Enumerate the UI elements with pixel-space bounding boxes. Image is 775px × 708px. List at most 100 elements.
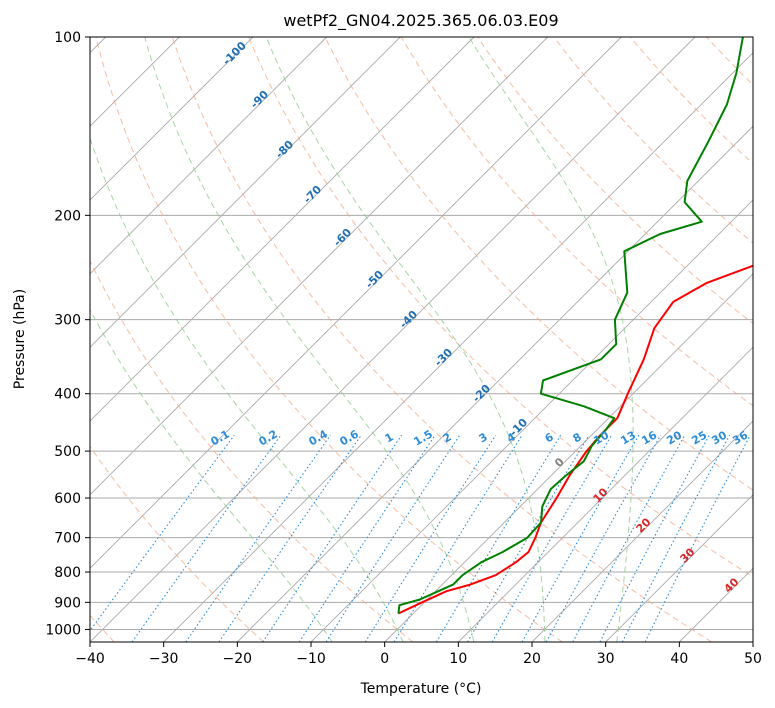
moist-adiabat-label: 30 (678, 545, 698, 565)
mixing-ratio-line (467, 434, 590, 642)
mixing-ratio-label: 25 (689, 429, 709, 448)
isotherm-line (384, 273, 753, 642)
mixing-ratio-label: 20 (664, 428, 684, 447)
mixing-ratio-line (572, 434, 686, 642)
isotherm-label: -90 (248, 88, 271, 111)
dry-adiabat-line (400, 37, 753, 407)
y-tick-label: 1000 (45, 622, 81, 638)
mixing-ratio-line (393, 434, 523, 642)
dry-adiabat-line (477, 37, 753, 325)
moist-adiabat-line (468, 37, 634, 642)
dry-adiabat-line (706, 37, 753, 86)
mixing-ratio-line (435, 434, 562, 642)
mixing-ratio-line (218, 434, 362, 642)
mixing-ratio-line (644, 434, 751, 642)
mixing-ratio-line (491, 434, 613, 642)
isotherm-line (90, 37, 475, 422)
isotherm-line (531, 420, 753, 642)
x-tick-label: 10 (449, 651, 467, 667)
mixing-ratio-label: 8 (571, 430, 584, 445)
x-tick-label: 30 (597, 651, 615, 667)
mixing-ratio-label: 13 (618, 429, 638, 448)
x-tick-label: 50 (744, 651, 762, 667)
isotherm-line (90, 37, 549, 496)
isotherm-line (90, 37, 254, 201)
x-tick-label: −10 (296, 651, 326, 667)
moist-adiabat-label: 40 (722, 575, 742, 595)
y-tick-label: 200 (54, 208, 81, 224)
isotherm-line (90, 37, 401, 348)
mixing-ratio-label: 30 (709, 428, 729, 447)
isotherm-label: -40 (397, 308, 420, 331)
isotherm-line (163, 52, 753, 642)
dry-adiabat-line (629, 37, 753, 165)
x-tick-label: −30 (149, 651, 179, 667)
mixing-ratio-line (364, 434, 497, 642)
isotherm-label: -60 (331, 226, 354, 249)
mixing-ratio-label: 0.2 (257, 427, 280, 448)
background-lines (90, 37, 753, 642)
mixing-ratio-label: 3 (477, 430, 490, 445)
mixing-ratio-label: 1.5 (412, 427, 435, 448)
x-tick-label: 0 (380, 651, 389, 667)
mixing-ratio-label: 36 (730, 428, 750, 447)
moist-adiabat-line (144, 37, 475, 642)
isotherm-label: -100 (220, 39, 249, 68)
dry-adiabat-line (171, 37, 712, 642)
mixing-ratio-label: 10 (591, 428, 611, 447)
y-tick-label: 700 (54, 531, 81, 547)
mixing-ratio-label: 16 (639, 428, 659, 447)
x-axis-title: Temperature (°C) (360, 681, 482, 697)
y-tick-label: 400 (54, 387, 81, 403)
moist-adiabat-label: 20 (634, 515, 654, 535)
dry-adiabat-line (90, 445, 264, 642)
mixing-ratio-label: 1 (383, 430, 396, 445)
axis-ticks: −40 −30 −20 −10 0 10 20 30 40 50 100 200 300 400 500 60… (45, 30, 762, 667)
y-tick-label: 100 (54, 30, 81, 46)
mixing-ratio-line (90, 434, 235, 632)
temperature-profile-line (397, 264, 753, 615)
moist-adiabat-line (90, 136, 404, 642)
dewpoint-profile-line (397, 37, 744, 614)
isotherm-line (90, 37, 696, 642)
y-tick-label: 500 (54, 444, 81, 460)
x-tick-label: 40 (670, 651, 688, 667)
moist-adiabat-label: 10 (591, 485, 611, 505)
isotherm-line (605, 494, 753, 642)
mixing-ratio-line (621, 434, 731, 642)
isotherm-line (236, 125, 753, 642)
moist-adiabat-line (265, 37, 546, 642)
y-tick-label: 600 (54, 491, 81, 507)
x-tick-label: −40 (75, 651, 105, 667)
isotherm-label: -30 (432, 346, 455, 369)
line-annotations: -100-90-80-70-60-50-40-30-20-100.1 0.2 0.4… (209, 39, 751, 596)
dry-adiabat-line (90, 259, 414, 642)
dry-adiabat-line (324, 37, 753, 491)
profile-lines (397, 37, 753, 615)
mixing-ratio-line (325, 434, 461, 642)
y-axis-title: Pressure (hPa) (12, 289, 28, 389)
x-tick-label: −20 (223, 651, 253, 667)
mixing-ratio-line (599, 434, 710, 642)
y-tick-label: 800 (54, 565, 81, 581)
isotherm-label: -20 (470, 382, 493, 405)
moist-adiabat-line (90, 308, 333, 642)
isotherm-line (90, 37, 328, 275)
mixing-ratio-line (185, 434, 332, 642)
isotherm-label: -80 (273, 138, 296, 161)
mixing-ratio-line (521, 434, 640, 642)
y-tick-label: 900 (54, 595, 81, 611)
mixing-ratio-label: 2 (441, 430, 454, 445)
isotherm-line (752, 641, 753, 642)
y-tick-label: 300 (54, 313, 81, 329)
isotherm-label: -50 (363, 268, 386, 291)
isotherm-line (310, 199, 753, 642)
dry-adiabat-line (248, 37, 753, 578)
isotherm-line (457, 346, 753, 642)
chart-title: wetPf2_GN04.2025.365.06.03.E09 (283, 11, 558, 31)
mixing-ratio-label: 0.4 (307, 427, 331, 448)
dry-adiabat-line (95, 37, 563, 642)
mixing-ratio-label: 0.1 (209, 427, 232, 448)
isotherm-label: -70 (301, 183, 324, 206)
